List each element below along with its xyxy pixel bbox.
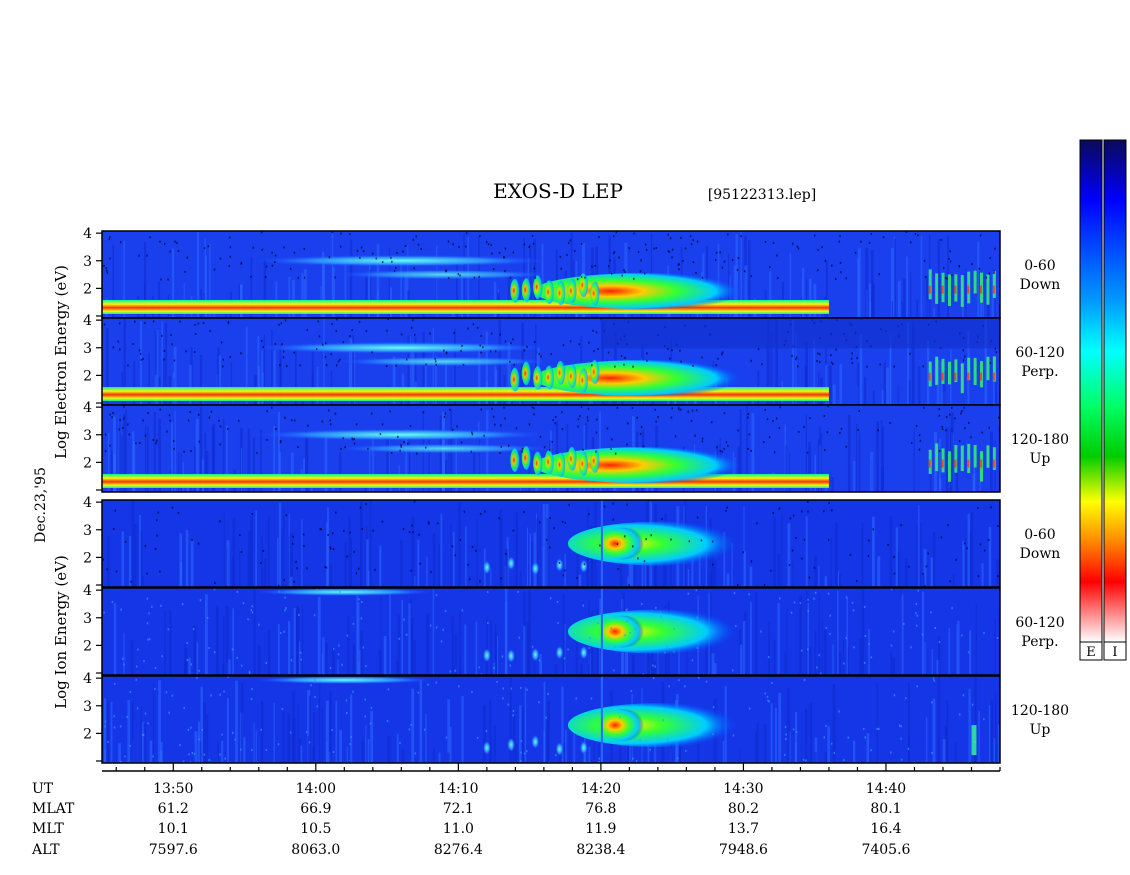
colorbar-ion: I xyxy=(1103,139,1127,661)
ephemeris-value: 14:10 xyxy=(438,781,478,797)
ephemeris-row-label: MLAT xyxy=(32,801,75,817)
panel-direction-label: Up xyxy=(1030,451,1051,467)
panel-direction-label: Down xyxy=(1020,277,1061,293)
y-tick-label: 4 xyxy=(83,495,92,511)
ephemeris-value: 13.7 xyxy=(728,821,759,837)
y-tick-label: 3 xyxy=(83,341,92,357)
panel-direction-label: Perp. xyxy=(1021,634,1058,650)
ephemeris-row-label: ALT xyxy=(31,842,60,858)
panel-background xyxy=(102,500,1000,587)
ephemeris-value: 76.8 xyxy=(585,801,616,817)
ephemeris-value: 14:30 xyxy=(723,781,763,797)
ephemeris-value: 61.2 xyxy=(158,801,189,817)
y-tick-label: 2 xyxy=(83,455,92,471)
ephemeris-value: 10.5 xyxy=(300,821,331,837)
y-tick-label: 2 xyxy=(83,368,92,384)
ephemeris-value: 7597.6 xyxy=(149,842,198,858)
y-tick-label: 4 xyxy=(83,400,92,416)
ephemeris-row-label: UT xyxy=(32,781,54,797)
ephemeris-value: 80.1 xyxy=(870,801,901,817)
panel-electron-1: 2 3 4 60-120 Perp. xyxy=(83,313,1065,406)
colorbar-electron: E xyxy=(1079,139,1103,661)
panel-direction-label: Down xyxy=(1020,546,1061,562)
panel-frame xyxy=(101,587,1001,676)
y-tick-label: 4 xyxy=(83,313,92,329)
y-tick-label: 2 xyxy=(83,726,92,742)
ephemeris-value: 8063.0 xyxy=(291,842,340,858)
panel-frame xyxy=(101,675,1001,764)
panel-pitch-label: 60-120 xyxy=(1015,345,1064,361)
panel-background xyxy=(102,676,1000,763)
y-tick-label: 4 xyxy=(83,583,92,599)
panel-pitch-label: 120-180 xyxy=(1011,432,1069,448)
y-tick-label: 3 xyxy=(83,523,92,539)
ephemeris-row-label: MLT xyxy=(32,821,64,837)
ephemeris-value: 7405.6 xyxy=(861,842,910,858)
ephemeris-value: 7948.6 xyxy=(719,842,768,858)
panel-pitch-label: 0-60 xyxy=(1024,258,1055,274)
y-tick-label: 2 xyxy=(83,638,92,654)
chart-title: EXOS-D LEP xyxy=(493,179,623,203)
ephemeris-value: 8238.4 xyxy=(576,842,625,858)
panel-pitch-label: 120-180 xyxy=(1011,703,1069,719)
panel-direction-label: Perp. xyxy=(1021,364,1058,380)
panel-ion-0: 2 3 4 0-60 Down xyxy=(83,495,1061,588)
panel-electron-0: 2 3 4 0-60 Down xyxy=(83,226,1061,319)
panel-pitch-label: 60-120 xyxy=(1015,615,1064,631)
panel-ion-2: 2 3 4 120-180 Up xyxy=(83,671,1069,764)
y-tick-label: 4 xyxy=(83,226,92,242)
ephemeris-value: 13:50 xyxy=(153,781,193,797)
time-axis xyxy=(102,763,1001,772)
file-name: [95122313.lep] xyxy=(708,187,816,203)
panel-frame xyxy=(101,499,1001,588)
ephemeris-value: 14:00 xyxy=(296,781,336,797)
colorbar-label-i: I xyxy=(1112,645,1117,660)
electron-axis-label: Log Electron Energy (eV) xyxy=(52,265,70,459)
ephemeris-value: 14:40 xyxy=(866,781,906,797)
y-tick-label: 4 xyxy=(83,671,92,687)
panel-direction-label: Up xyxy=(1030,722,1051,738)
spectrogram-panels: 2 3 4 0-60 Down 2 3 4 60-120 Perp. 2 3 4 120-180 Up 2 3 4… xyxy=(83,226,1069,764)
y-tick-label: 3 xyxy=(83,428,92,444)
y-tick-label: 3 xyxy=(83,611,92,627)
ephemeris-value: 66.9 xyxy=(300,801,331,817)
y-tick-label: 2 xyxy=(83,550,92,566)
ephemeris-value: 14:20 xyxy=(581,781,621,797)
date-label: Dec.23,'95 xyxy=(33,467,49,543)
ion-axis-label: Log Ion Energy (eV) xyxy=(52,555,70,709)
ephemeris-value: 72.1 xyxy=(443,801,474,817)
panel-electron-2: 2 3 4 120-180 Up xyxy=(83,400,1069,493)
ephemeris-value: 16.4 xyxy=(870,821,901,837)
ephemeris-value: 11.9 xyxy=(585,821,616,837)
colorbar-label-e: E xyxy=(1086,645,1096,660)
y-tick-label: 3 xyxy=(83,699,92,715)
ephemeris-value: 11.0 xyxy=(443,821,474,837)
ephemeris-value: 80.2 xyxy=(728,801,759,817)
panel-background xyxy=(102,588,1000,675)
y-tick-label: 3 xyxy=(83,254,92,270)
ephemeris-table: UT 13:50 14:00 14:10 14:20 14:30 14:40 MLAT 61.2… xyxy=(31,781,911,858)
y-tick-label: 2 xyxy=(83,281,92,297)
panel-ion-1: 2 3 4 60-120 Perp. xyxy=(83,583,1065,676)
ephemeris-value: 10.1 xyxy=(158,821,189,837)
panel-frame xyxy=(101,404,1001,493)
panel-pitch-label: 0-60 xyxy=(1024,527,1055,543)
ephemeris-value: 8276.4 xyxy=(434,842,483,858)
